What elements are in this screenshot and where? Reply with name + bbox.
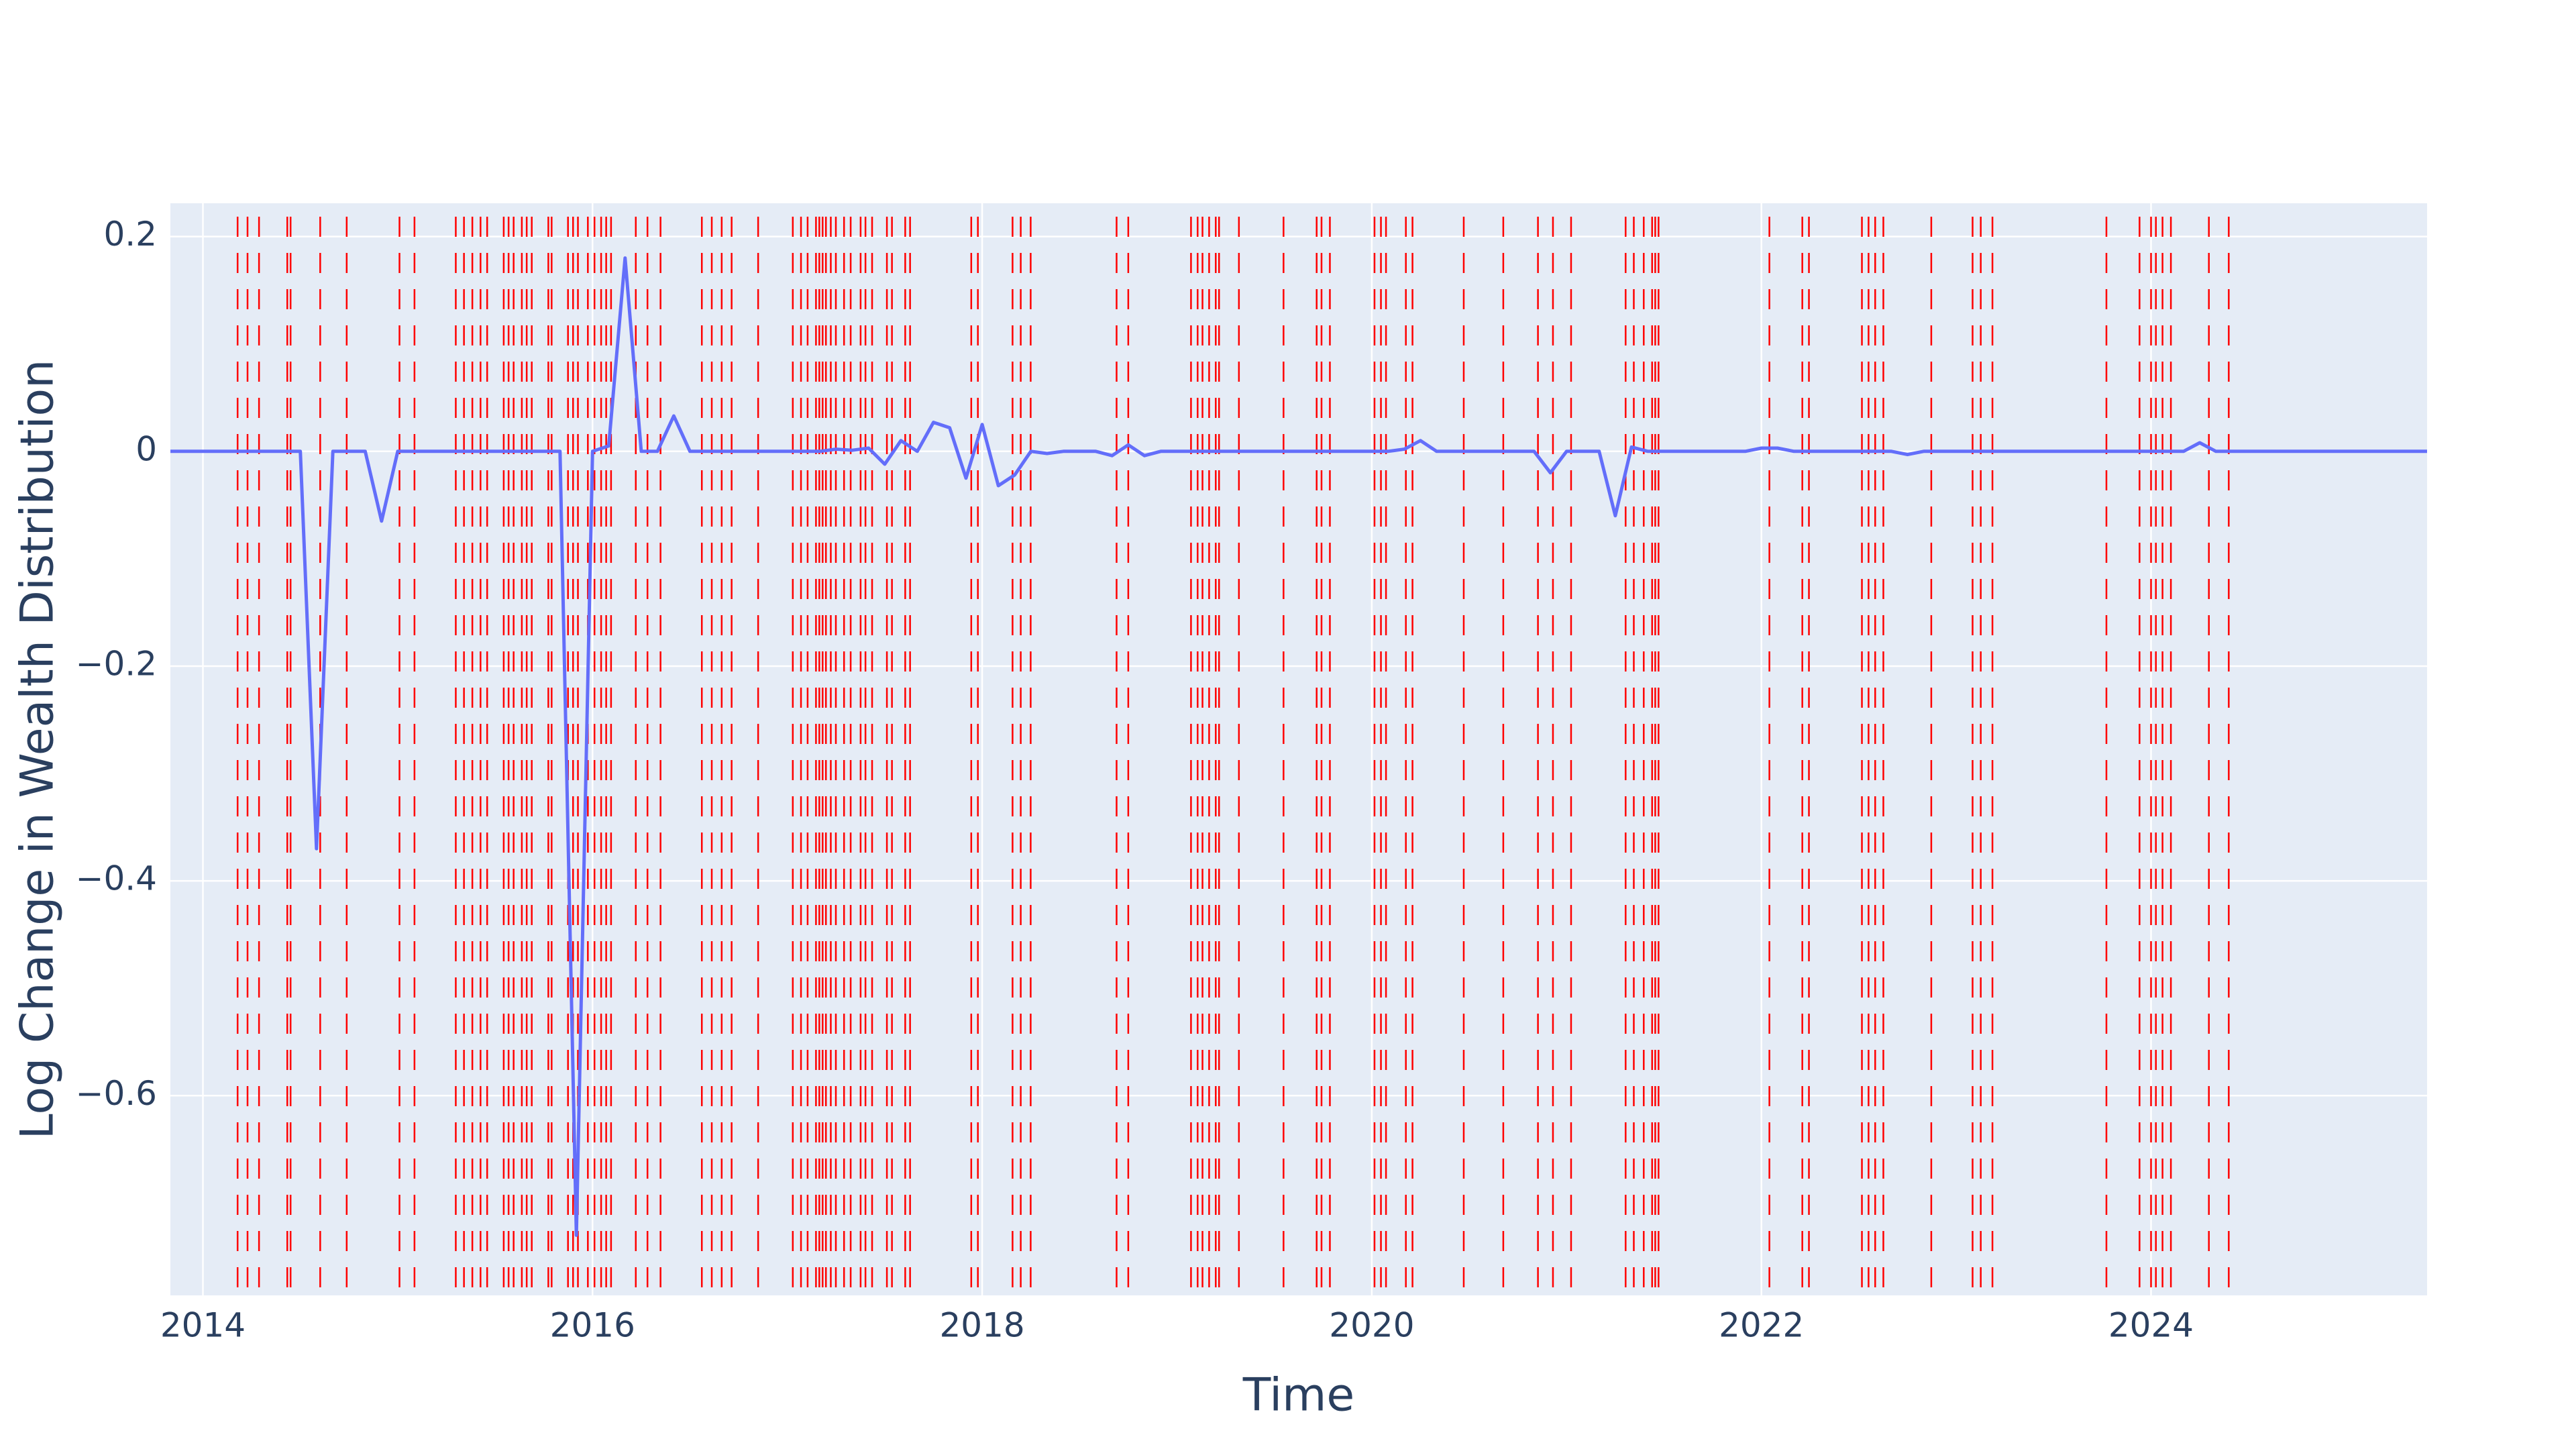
grid [170,203,2427,1295]
tick-labels: −0.6 −0.4 −0.2 0 0.2 2014 2016 2018 2020 2022 2024 [76,215,2194,1344]
y-axis-title: Log Change in Wealth Distribution [11,360,64,1139]
x-tick-label: 2016 [550,1306,635,1345]
x-tick-label: 2020 [1329,1306,1414,1345]
x-tick-label: 2014 [160,1306,246,1345]
y-tick-label: −0.4 [76,859,157,898]
x-tick-label: 2024 [2108,1306,2194,1345]
x-axis-title: Time [1242,1369,1354,1422]
data-line [170,256,2427,1237]
y-tick-label: 0 [136,429,157,468]
y-tick-label: −0.6 [76,1074,157,1113]
x-tick-label: 2022 [1719,1306,1804,1345]
y-tick-label: 0.2 [103,215,157,254]
x-tick-label: 2018 [939,1306,1024,1345]
plot-background [170,203,2427,1295]
lines [170,256,2427,1237]
y-tick-label: −0.2 [76,644,157,683]
